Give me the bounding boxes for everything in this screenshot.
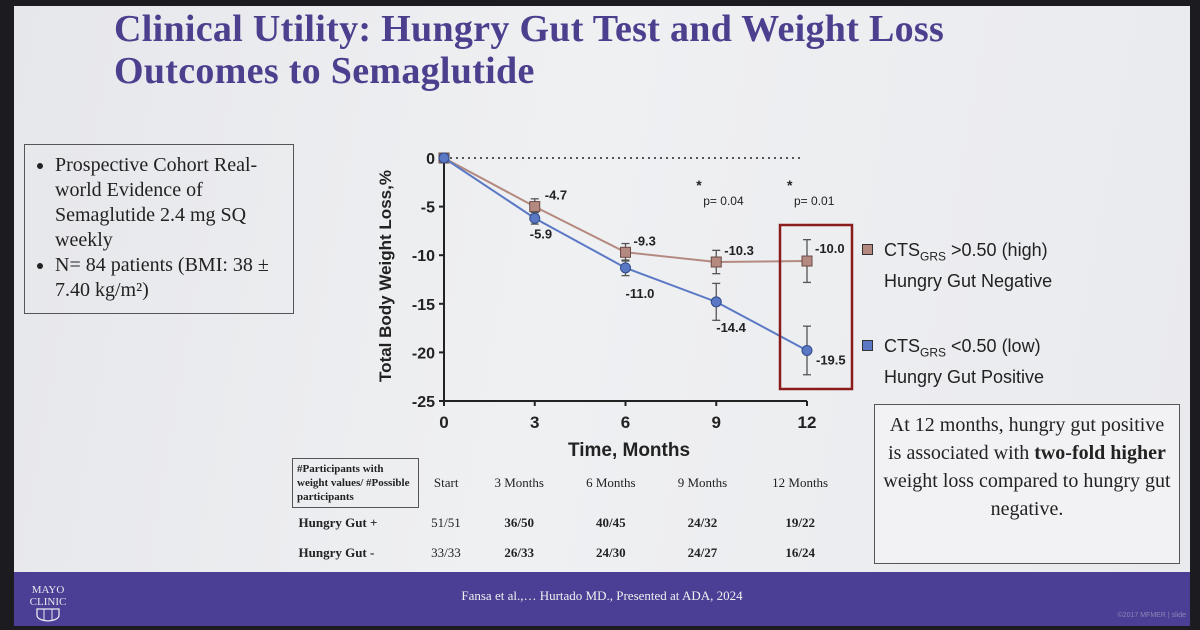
y-axis-label: Total Body Weight Loss,% <box>376 170 395 382</box>
x-tick-label: 3 <box>530 413 539 432</box>
slide: Clinical Utility: Hungry Gut Test and We… <box>14 6 1190 626</box>
data-label: -14.4 <box>716 320 746 335</box>
table-cell: 24/30 <box>596 545 626 560</box>
y-tick-label: -20 <box>412 345 435 362</box>
data-label: -10.3 <box>724 243 754 258</box>
legend-swatch-positive <box>862 340 873 351</box>
footer-bar: MAYO CLINIC Fansa et al.,… Hurtado MD., … <box>14 572 1190 626</box>
row-label: Hungry Gut + <box>298 515 378 530</box>
data-label: -9.3 <box>634 233 656 248</box>
significance-star: * <box>787 177 793 193</box>
bullet-patients: N= 84 patients (BMI: 38 ± 7.40 kg/m²) <box>55 253 283 303</box>
legend-item-negative: CTSGRS >0.50 (high) Hungry Gut Negative <box>862 238 1052 293</box>
table-cell: 19/22 <box>785 514 815 530</box>
legend-label-negative: Hungry Gut Negative <box>884 270 1053 291</box>
data-point-square <box>620 246 631 258</box>
column-header: Start <box>433 475 459 490</box>
table-header-label: #Participants with weight values/ #Possi… <box>292 458 419 508</box>
legend-swatch-negative <box>862 244 873 255</box>
bullet-cohort: Prospective Cohort Real-world Evidence o… <box>55 153 283 253</box>
table-cell: 40/45 <box>596 514 626 530</box>
weight-loss-chart: 0-5-10-15-20-250 3 6 9 12 -4.7-9.3-10.3 -10.0… <box>376 151 854 461</box>
table-cell: 36/50 <box>504 514 534 530</box>
data-label: -4.7 <box>545 188 567 203</box>
data-point-circle <box>438 152 450 164</box>
column-header: 6 Months <box>586 475 636 490</box>
legend-item-positive: CTSGRS <0.50 (low) Hungry Gut Positive <box>862 334 1044 389</box>
chart-axes: 0-5-10-15-20-250 3 6 9 12 <box>412 151 817 432</box>
p-value-annotation: p= 0.04 <box>703 194 744 208</box>
data-point-square <box>529 201 541 213</box>
data-point-circle <box>801 344 813 356</box>
x-tick-label: 6 <box>621 413 630 432</box>
participants-table: #Participants with weight values/ #Possi… <box>292 458 852 568</box>
y-tick-label: -25 <box>412 394 435 411</box>
column-header: 9 Months <box>677 475 728 490</box>
chart-series: -4.7-9.3-10.3 -10.0-5.9-11.0-14.4-19.5*p=… <box>438 152 846 376</box>
data-point-square <box>801 255 813 267</box>
data-point-circle <box>620 262 631 274</box>
legend-label-positive: Hungry Gut Positive <box>884 366 1045 387</box>
data-label: -5.9 <box>530 226 552 241</box>
x-axis-label: Time, Months <box>568 440 690 461</box>
data-label: -10.0 <box>815 241 845 256</box>
conclusion-emphasis: two-fold higher <box>1034 442 1166 464</box>
conclusion-box: At 12 months, hungry gut positive is ass… <box>874 404 1180 564</box>
study-summary-box: Prospective Cohort Real-world Evidence o… <box>24 144 294 314</box>
table-cell: 26/33 <box>504 545 534 560</box>
y-tick-label: 0 <box>426 151 435 168</box>
12-month-highlight-box <box>778 223 854 391</box>
title-line-1: Clinical Utility: Hungry Gut Test and We… <box>114 8 945 50</box>
data-point-circle <box>529 212 541 224</box>
x-tick-label: 9 <box>712 413 721 432</box>
table-cell: 24/32 <box>687 514 718 530</box>
data-label: -11.0 <box>626 286 655 301</box>
p-value-annotation: p= 0.01 <box>794 194 835 208</box>
slide-title: Clinical Utility: Hungry Gut Test and We… <box>114 8 1114 92</box>
x-tick-label: 0 <box>439 413 448 432</box>
copyright: ©2017 MFMER | slide <box>1117 612 1186 619</box>
y-tick-label: -5 <box>421 200 435 217</box>
table-header-row: #Participants with weight values/ #Possi… <box>292 458 853 508</box>
title-line-2: Outcomes to Semaglutide <box>114 50 535 92</box>
shield-icon <box>36 608 60 622</box>
table-row: Hungry Gut + 51/51 36/50 40/45 24/32 19/… <box>293 508 853 539</box>
row-label: Hungry Gut - <box>298 545 375 560</box>
data-point-square <box>710 256 722 268</box>
y-tick-label: -10 <box>412 248 435 265</box>
column-header: 3 Months <box>494 475 544 490</box>
mayo-clinic-logo: MAYO CLINIC <box>18 584 78 625</box>
data-point-circle <box>710 296 722 308</box>
citation: Fansa et al.,… Hurtado MD., Presented at… <box>461 588 743 603</box>
y-tick-label: -15 <box>412 297 435 314</box>
data-label: -19.5 <box>816 352 846 367</box>
table-cell: 24/27 <box>687 545 718 560</box>
x-tick-label: 12 <box>798 413 817 432</box>
column-header: 12 Months <box>772 475 829 490</box>
table-row: Hungry Gut - 33/33 26/33 24/30 24/27 16/… <box>293 538 853 568</box>
table-cell: 51/51 <box>431 514 461 530</box>
table-cell: 16/24 <box>785 545 815 560</box>
significance-star: * <box>696 177 702 193</box>
table-cell: 33/33 <box>431 545 461 560</box>
